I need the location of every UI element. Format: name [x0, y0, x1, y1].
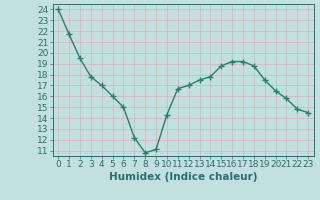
- X-axis label: Humidex (Indice chaleur): Humidex (Indice chaleur): [109, 172, 258, 182]
